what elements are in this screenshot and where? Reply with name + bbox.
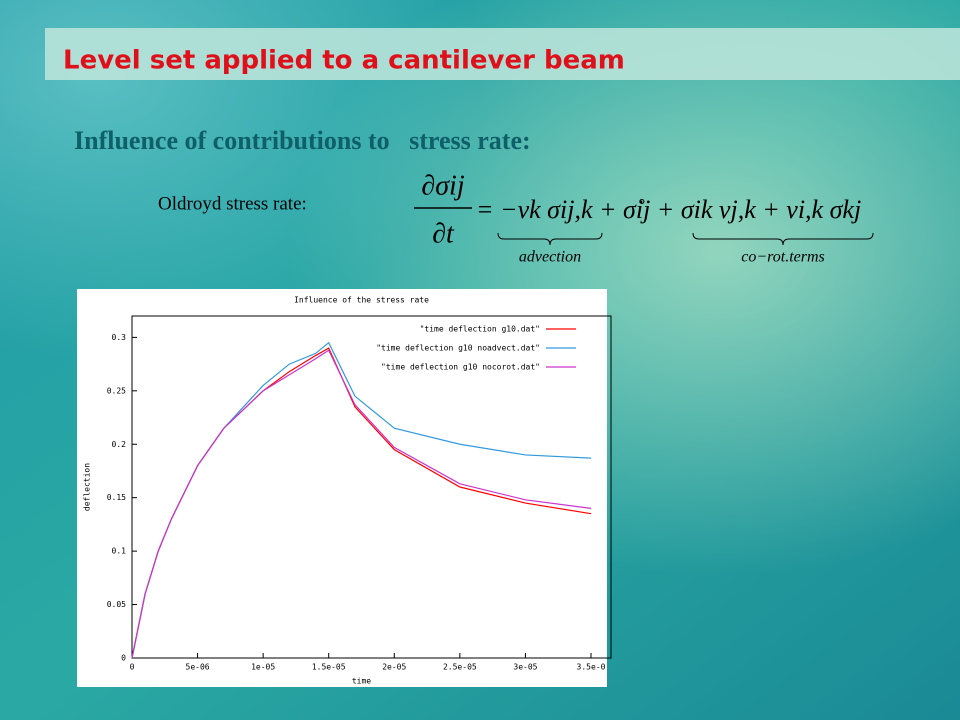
- formula: ∂σij ∂t = −vk σij,k + σ̊ij + σik vj,k + …: [414, 170, 874, 266]
- legend-label: "time deflection g10.dat": [420, 325, 540, 334]
- x-tick-label: 1e-05: [251, 663, 275, 672]
- chart-background: [77, 289, 607, 687]
- y-tick-label: 0.05: [107, 600, 126, 609]
- legend-label: "time deflection g10 nocorot.dat": [381, 363, 540, 372]
- brace-label: co−rot.terms: [741, 249, 825, 266]
- y-tick-label: 0.15: [107, 493, 126, 502]
- y-tick-label: 0: [121, 654, 126, 663]
- plot-frame: [131, 315, 612, 659]
- formula-numerator: ∂σij: [421, 170, 464, 201]
- underbrace: [692, 232, 874, 246]
- y-tick-label: 0.3: [112, 333, 127, 342]
- y-tick-label: 0.1: [112, 547, 127, 556]
- formula-rhs: = −vk σij,k + σ̊ij + σik vj,k + vi,k σkj: [476, 195, 861, 224]
- y-axis-label: deflection: [83, 463, 92, 511]
- heading: Influence of contributions to stress rat…: [74, 126, 531, 155]
- chart: Influence of the stress rate time deflecti…: [83, 296, 612, 686]
- x-axis-label: time: [352, 677, 371, 686]
- x-tick-label: 5e-06: [186, 663, 210, 672]
- formula-label: Oldroyd stress rate:: [158, 193, 307, 214]
- x-tick-label: 3.5e-0: [577, 663, 606, 672]
- x-tick-label: 2e-05: [382, 663, 406, 672]
- x-tick-label: 3e-05: [513, 663, 537, 672]
- y-tick-label: 0.2: [112, 440, 127, 449]
- chart-title: Influence of the stress rate: [294, 296, 429, 305]
- brace-label: advection: [519, 249, 581, 266]
- title-band: [45, 28, 960, 80]
- underbrace: [497, 232, 603, 246]
- slide-title: Level set applied to a cantilever beam: [63, 46, 625, 76]
- x-tick-label: 2.5e-05: [443, 663, 477, 672]
- formula-denominator: ∂t: [432, 218, 455, 249]
- data-line: [131, 349, 592, 659]
- legend-label: "time deflection g10 noadvect.dat": [376, 344, 540, 353]
- x-tick-label: 1.5e-05: [312, 663, 346, 672]
- x-tick-label: 0: [130, 663, 135, 672]
- y-tick-label: 0.25: [107, 386, 126, 395]
